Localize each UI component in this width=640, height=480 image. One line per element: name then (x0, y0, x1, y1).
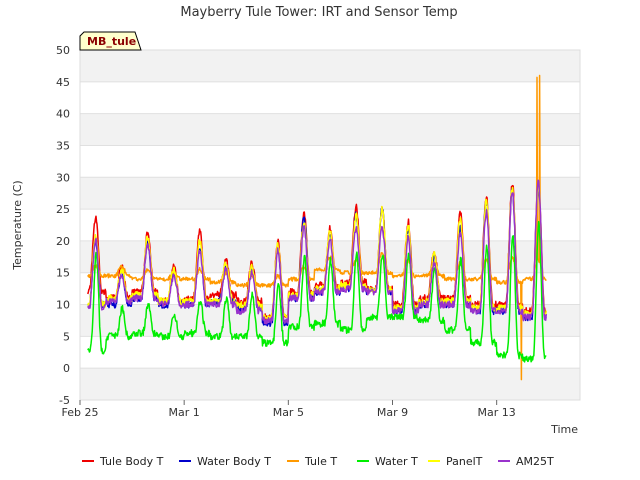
x-axis-ticks: Feb 25 Mar 1 Mar 5 Mar 9 Mar 13 (62, 400, 516, 419)
y-axis-title: Temperature (C) (11, 180, 24, 270)
y-tick-label: -5 (59, 394, 70, 407)
y-tick-label: 15 (56, 267, 70, 280)
legend-label: Water T (375, 455, 418, 468)
series-line-am25t (87, 179, 548, 325)
y-tick-label: 20 (56, 235, 70, 248)
y-tick-label: 50 (56, 44, 70, 57)
background-band (80, 113, 580, 146)
legend-label: PanelT (446, 455, 483, 468)
series-layer (87, 74, 548, 381)
site-tag: MB_tule (79, 31, 142, 51)
x-tick-label: Mar 5 (273, 406, 304, 419)
legend-item: PanelT (428, 455, 483, 468)
legend-item: Tule T (287, 455, 337, 468)
site-tag-box (79, 31, 142, 51)
series-line-water-t (87, 220, 547, 363)
y-tick-label: 5 (63, 330, 70, 343)
y-tick-label: 10 (56, 299, 70, 312)
legend-label: Tule T (304, 455, 337, 468)
legend-item: Water T (357, 455, 418, 468)
chart-title: Mayberry Tule Tower: IRT and Sensor Temp (180, 5, 457, 20)
background-band (80, 368, 580, 400)
legend-label: AM25T (516, 455, 554, 468)
y-tick-label: 30 (56, 171, 70, 184)
background-band (80, 177, 580, 210)
x-tick-label: Mar 9 (377, 406, 408, 419)
x-tick-label: Mar 1 (169, 406, 200, 419)
series-line-panelt (87, 186, 548, 322)
y-tick-label: 0 (63, 362, 70, 375)
legend-item: Water Body T (179, 455, 271, 468)
plot-border (79, 49, 581, 401)
y-tick-label: 25 (56, 203, 70, 216)
series-line-tule-t (87, 74, 547, 381)
x-axis-title: Time (550, 423, 578, 436)
legend-item: Tule Body T (82, 455, 164, 468)
y-tick-label: 35 (56, 139, 70, 152)
background-band (80, 50, 580, 82)
legend-label: Tule Body T (99, 455, 164, 468)
legend-label: Water Body T (197, 455, 271, 468)
y-tick-label: 45 (56, 76, 70, 89)
legend-item: AM25T (498, 455, 554, 468)
site-tag-label: MB_tule (87, 35, 136, 48)
x-tick-label: Feb 25 (62, 406, 99, 419)
y-axis-ticks: -5 0 5 10 15 20 25 30 35 40 45 50 (56, 44, 70, 407)
y-tick-label: 40 (56, 108, 70, 121)
legend: Tule Body T Water Body T Tule T Water T Pane… (82, 455, 554, 468)
x-tick-label: Mar 13 (478, 406, 516, 419)
